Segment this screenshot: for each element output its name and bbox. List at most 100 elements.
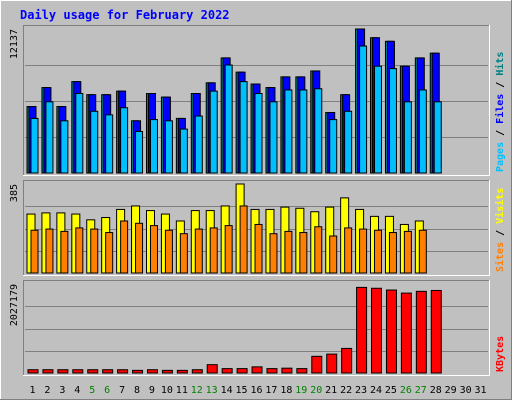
bar-pages-day-16 (254, 93, 263, 174)
bar-kbytes-day-6 (102, 369, 114, 374)
bar-pages-day-24 (374, 65, 383, 174)
x-tick-day-8: 8 (134, 385, 140, 396)
bar-sites-day-10 (164, 229, 173, 274)
bar-pages-day-26 (403, 101, 412, 174)
bar-sites-day-7 (120, 220, 129, 274)
y-max-label: 2027179 (9, 284, 20, 326)
bar-sites-day-11 (179, 233, 188, 274)
x-tick-day-5: 5 (89, 385, 95, 396)
bar-pages-day-12 (194, 115, 203, 174)
x-tick-day-31: 31 (475, 385, 487, 396)
x-tick-day-1: 1 (29, 385, 35, 396)
bar-sites-day-27 (418, 229, 427, 274)
bar-sites-day-16 (254, 223, 263, 274)
y-max-label: 12137 (9, 29, 20, 59)
series-legend: Pages / Files / Hits (494, 52, 506, 172)
bar-kbytes-day-4 (72, 369, 84, 374)
bar-pages-day-23 (359, 45, 368, 174)
panel-kbytes: 2027179 KBytes (9, 280, 506, 376)
bar-kbytes-day-28 (430, 289, 442, 374)
bar-kbytes-day-19 (296, 368, 308, 374)
bar-pages-day-9 (149, 119, 158, 174)
bar-pages-day-19 (299, 89, 308, 174)
bar-kbytes-day-7 (117, 369, 129, 374)
x-tick-day-29: 29 (445, 385, 457, 396)
bar-kbytes-day-14 (221, 368, 233, 374)
y-max-label: 385 (9, 184, 20, 202)
legend-part: Hits (494, 52, 506, 76)
bar-pages-day-15 (239, 81, 248, 174)
bar-kbytes-day-1 (27, 369, 39, 374)
chart-panels: 12137 Pages / Files / Hits 385 Sites / Visi… (9, 25, 506, 376)
x-axis: 1 2 3 4 5 6 7 8 9 10 11 12 13 14 15 16 17 18 19 20 21 22 23 24 2… (29, 385, 486, 396)
bar-sites-day-23 (359, 228, 368, 274)
bar-kbytes-day-20 (311, 355, 323, 374)
legend-part: Files (494, 94, 506, 124)
bar-pages-day-13 (209, 90, 218, 174)
bar-pages-day-22 (344, 110, 353, 174)
x-tick-day-21: 21 (325, 385, 337, 396)
bar-pages-day-11 (179, 128, 188, 174)
bar-kbytes-day-3 (57, 369, 69, 374)
panel-visits: 385 Sites / Visits (9, 180, 506, 276)
bar-sites-day-19 (299, 232, 308, 274)
x-tick-day-20: 20 (310, 385, 322, 396)
bar-pages-day-10 (164, 120, 173, 174)
bar-pages-day-5 (90, 110, 99, 174)
bar-sites-day-1 (30, 229, 39, 274)
legend-part: KBytes (495, 336, 506, 372)
bar-pages-day-14 (224, 64, 233, 174)
bar-sites-day-5 (90, 228, 99, 274)
bar-kbytes-day-8 (132, 369, 144, 374)
plot-area (23, 280, 490, 376)
series-legend: KBytes (495, 336, 506, 372)
bar-sites-day-4 (75, 227, 84, 274)
x-tick-day-28: 28 (430, 385, 442, 396)
bar-sites-day-6 (105, 232, 114, 274)
x-tick-day-3: 3 (59, 385, 65, 396)
x-tick-day-6: 6 (104, 385, 110, 396)
bar-kbytes-day-16 (251, 366, 263, 374)
x-tick-day-2: 2 (44, 385, 50, 396)
bar-kbytes-day-26 (400, 292, 412, 374)
bar-pages-day-2 (45, 101, 54, 174)
bar-sites-day-12 (194, 228, 203, 274)
bar-pages-day-20 (314, 88, 323, 174)
x-tick-day-11: 11 (176, 385, 188, 396)
bar-pages-day-21 (329, 119, 338, 174)
bar-sites-day-21 (329, 235, 338, 274)
x-tick-day-22: 22 (340, 385, 352, 396)
legend-part: / (495, 76, 506, 94)
bar-sites-day-3 (60, 230, 69, 274)
bar-sites-day-14 (224, 225, 233, 274)
bar-pages-day-18 (284, 89, 293, 174)
legend-part: Sites (494, 242, 506, 272)
bar-pages-day-4 (75, 93, 84, 174)
bar-pages-day-1 (30, 117, 39, 174)
x-tick-day-18: 18 (280, 385, 292, 396)
legend-part: / (495, 124, 506, 142)
bar-kbytes-day-23 (356, 286, 368, 374)
x-tick-day-14: 14 (221, 385, 233, 396)
x-tick-day-9: 9 (149, 385, 155, 396)
bar-kbytes-day-24 (371, 287, 383, 374)
x-tick-day-19: 19 (295, 385, 307, 396)
bar-kbytes-day-25 (385, 289, 397, 374)
bar-sites-day-26 (403, 230, 412, 274)
series-legend: Sites / Visits (494, 188, 506, 272)
x-tick-day-26: 26 (400, 385, 412, 396)
bar-sites-day-24 (374, 229, 383, 274)
x-tick-day-27: 27 (415, 385, 427, 396)
bar-sites-day-25 (388, 232, 397, 274)
x-tick-day-12: 12 (191, 385, 203, 396)
bar-kbytes-day-5 (87, 369, 99, 374)
bar-kbytes-day-2 (42, 369, 54, 374)
panel-hits: 12137 Pages / Files / Hits (9, 25, 506, 176)
bar-pages-day-6 (105, 114, 114, 174)
bar-sites-day-13 (209, 227, 218, 274)
x-tick-day-13: 13 (206, 385, 218, 396)
chart-title: Daily usage for February 2022 (20, 8, 230, 22)
bar-kbytes-day-11 (176, 369, 188, 374)
x-tick-day-25: 25 (385, 385, 397, 396)
